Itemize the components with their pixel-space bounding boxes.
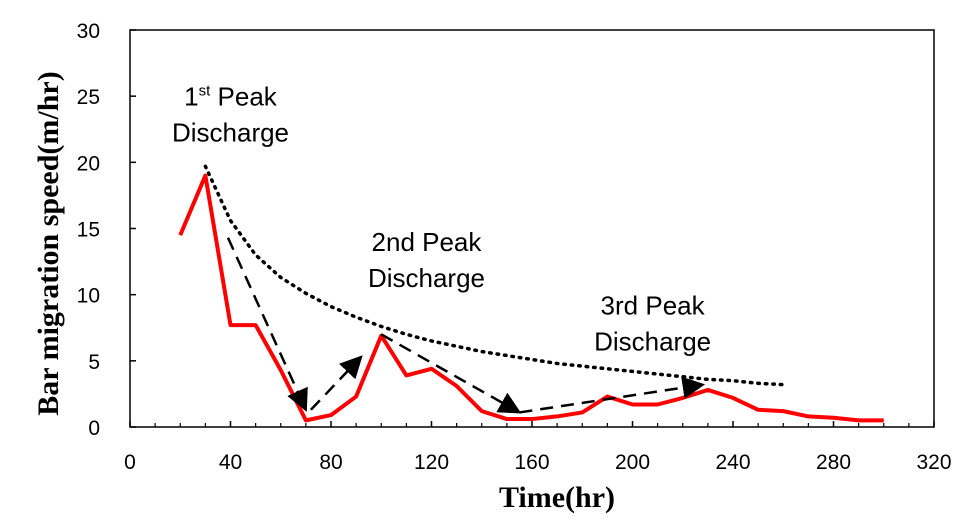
y-tick-label: 10 <box>77 285 100 308</box>
x-axis-title: Time(hr) <box>499 481 615 514</box>
x-tick-label: 320 <box>916 451 951 474</box>
y-tick-label: 20 <box>77 152 100 175</box>
y-tick-label: 0 <box>88 417 100 440</box>
annotation-line2: Discharge <box>172 117 289 147</box>
annotation-line2: Discharge <box>594 327 711 357</box>
x-tick-label: 280 <box>816 451 851 474</box>
x-tick-label: 120 <box>414 451 449 474</box>
x-tick-label: 160 <box>514 451 549 474</box>
y-tick-label: 25 <box>77 86 100 109</box>
data-series <box>178 173 884 423</box>
dashed-arrow <box>309 355 363 411</box>
y-tick-label: 30 <box>77 20 100 43</box>
axis-ticks: 0 40 80 120 160 200 240 280 320 0 5 10 15 20 25 30 <box>77 20 952 474</box>
annotations: 1st Peak Discharge 2nd Peak Discharge 3rd Pe… <box>172 81 711 356</box>
x-tick-label: 240 <box>715 451 750 474</box>
annotation-line2: Discharge <box>368 263 485 293</box>
dashed-arrow <box>519 376 706 414</box>
x-tick-label: 40 <box>219 451 242 474</box>
y-tick-label: 5 <box>88 351 100 374</box>
x-tick-label: 80 <box>319 451 342 474</box>
x-tick-label: 200 <box>615 451 650 474</box>
annotation-line1: 2nd Peak <box>372 227 483 257</box>
dashed-arrow <box>380 333 522 414</box>
annotation-line1: 3rd Peak <box>601 291 706 321</box>
trend-arrows <box>226 237 706 414</box>
y-axis-title: Bar migration speed(m/hr) <box>32 71 65 415</box>
y-tick-label: 15 <box>77 219 100 242</box>
dashed-arrow <box>226 237 308 412</box>
series-line <box>178 173 884 423</box>
x-tick-label: 0 <box>124 451 136 474</box>
annotation-line1: 1st Peak <box>184 81 278 111</box>
